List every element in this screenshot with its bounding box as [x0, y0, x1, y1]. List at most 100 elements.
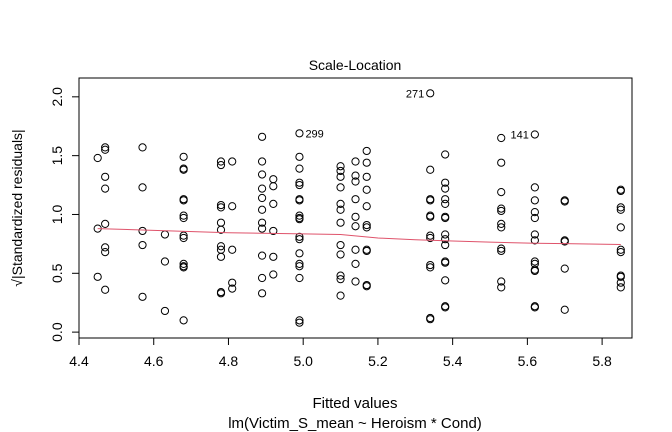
data-point — [426, 315, 435, 324]
data-point — [362, 202, 371, 211]
plot-frame — [78, 77, 633, 339]
data-point — [160, 257, 170, 266]
data-point — [216, 218, 226, 227]
data-point — [101, 219, 110, 228]
data-point — [138, 143, 147, 152]
data-point — [351, 259, 360, 268]
data-point — [295, 273, 304, 283]
data-point — [616, 248, 625, 257]
data-point — [426, 233, 435, 243]
x-axis: 4.4 4.6 4.8 5.0 5.2 5.4 5.6 5.8 — [69, 337, 612, 369]
data-point — [228, 202, 237, 211]
y-axis: 0.0 0.5 1.0 1.5 2.0 — [49, 87, 80, 342]
data-point — [362, 282, 371, 291]
x-tick-label: 4.4 — [69, 353, 89, 369]
data-point — [441, 150, 450, 159]
data-point — [216, 242, 226, 251]
data-point — [362, 246, 371, 256]
data-point — [362, 223, 371, 232]
data-point — [257, 273, 267, 283]
data-point — [441, 178, 450, 187]
data-point — [228, 284, 237, 293]
data-point — [295, 318, 304, 327]
x-tick-label: 4.6 — [144, 353, 164, 369]
data-point — [101, 184, 110, 193]
data-point — [269, 199, 278, 208]
x-axis-label: Fitted values — [312, 395, 397, 412]
data-point — [336, 218, 345, 227]
data-point — [101, 172, 110, 181]
data-point — [257, 184, 267, 193]
data-point — [616, 205, 625, 214]
x-tick-label: 5.0 — [293, 353, 313, 369]
data-point — [257, 170, 267, 179]
data-point — [138, 292, 147, 301]
data-point — [441, 258, 450, 267]
data-point — [336, 240, 345, 250]
data-point — [295, 178, 304, 187]
data-point — [351, 222, 360, 231]
y-tick-label: 0.5 — [49, 263, 65, 283]
data-point — [616, 186, 625, 196]
x-tick-label: 5.4 — [443, 353, 463, 369]
data-point — [497, 223, 506, 232]
data-point — [497, 158, 506, 167]
data-point — [351, 171, 360, 180]
data-point — [179, 259, 188, 268]
data-point — [295, 164, 304, 173]
data-point — [257, 289, 267, 298]
data-point — [295, 262, 304, 271]
data-point — [216, 160, 226, 170]
point-labels: 271 299 141 — [305, 88, 528, 141]
data-point — [351, 177, 360, 186]
data-point — [616, 278, 625, 287]
data-point — [497, 244, 506, 253]
data-point — [441, 213, 450, 223]
smoother-line — [97, 228, 621, 245]
data-point — [336, 291, 345, 300]
data-point — [530, 196, 539, 205]
data-point — [295, 259, 304, 268]
outlier-label: 271 — [406, 88, 424, 100]
data-point — [179, 231, 188, 240]
data-point — [295, 211, 304, 220]
data-point — [257, 132, 267, 141]
data-point — [295, 196, 304, 205]
data-point — [336, 250, 345, 259]
data-points — [93, 89, 625, 327]
data-point — [228, 157, 237, 166]
x-tick-label: 4.8 — [219, 353, 239, 369]
data-point — [179, 196, 188, 205]
data-point — [426, 263, 435, 272]
x-tick-label: 5.6 — [518, 353, 538, 369]
outlier-label: 299 — [305, 128, 323, 140]
data-point — [295, 232, 304, 241]
data-point — [351, 195, 360, 204]
data-point — [216, 203, 226, 212]
data-point — [295, 316, 304, 325]
data-point — [616, 245, 625, 254]
data-point — [530, 257, 539, 266]
data-point — [336, 166, 345, 176]
data-point — [269, 226, 278, 236]
data-point — [426, 231, 435, 240]
data-point — [441, 276, 450, 285]
y-tick-label: 1.5 — [49, 146, 65, 166]
data-point — [269, 182, 278, 191]
data-point — [441, 240, 450, 250]
data-point — [497, 204, 506, 213]
data-point — [530, 236, 539, 245]
data-point — [497, 219, 506, 228]
data-point — [560, 264, 569, 273]
data-point — [497, 283, 506, 292]
data-point — [179, 213, 188, 223]
y-tick-label: 0.0 — [49, 322, 65, 342]
data-point — [257, 193, 267, 203]
data-point — [362, 172, 371, 181]
data-point — [441, 199, 450, 208]
data-point — [497, 133, 506, 143]
data-point — [441, 303, 450, 312]
data-point — [530, 213, 539, 223]
y-axis-label: √|Standardized residuals| — [9, 129, 25, 286]
